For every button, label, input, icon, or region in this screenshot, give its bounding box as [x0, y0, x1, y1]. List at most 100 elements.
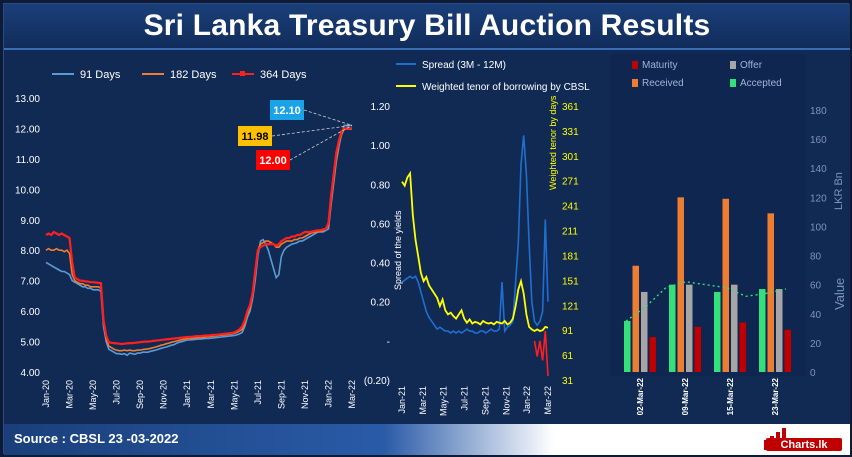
y-left-tick-label: (0.20)	[364, 376, 390, 387]
legend-label: Offer	[740, 60, 763, 71]
x-tick-label: May-21	[229, 380, 239, 410]
y-right-tick-label: 211	[562, 227, 578, 238]
x-tick-label: Jan-22	[522, 386, 532, 414]
x-tick-label: Mar-22	[347, 380, 357, 409]
y-tick-label: 20	[810, 339, 822, 350]
y-right-tick-label: 121	[562, 301, 579, 312]
series-line-spread	[401, 135, 549, 334]
chart-area: 91 Days 182 Days 364 Days 13.00 12.00 11.00 10…	[4, 50, 850, 424]
chart-frame: Sri Lanka Treasury Bill Auction Results …	[3, 3, 850, 455]
y-tick-label: 0	[810, 368, 816, 379]
x-tick-label: Nov-21	[501, 386, 511, 415]
y-left-tick-label: 1.00	[371, 141, 391, 152]
bar-accepted	[624, 321, 631, 372]
callout-label: 11.98	[242, 131, 269, 143]
page-title: Sri Lanka Treasury Bill Auction Results	[143, 9, 711, 42]
legend-label: 182 Days	[170, 69, 217, 81]
bar-maturity	[694, 326, 701, 372]
x-category-label: 23-Mar-22	[771, 377, 780, 415]
y-right-axis-label: Weighted tenor by days	[548, 95, 558, 190]
bar-received	[677, 197, 684, 372]
bar-maturity	[649, 337, 656, 372]
y-left-tick-label: 0.80	[371, 180, 391, 191]
x-tick-label: Mar-21	[206, 380, 216, 409]
y-tick-label: 8.00	[21, 246, 41, 257]
x-tick-label: Jan-20	[41, 380, 51, 408]
bar-maturity	[784, 329, 791, 372]
bar-offer	[731, 284, 738, 372]
y-tick-label: 80	[810, 252, 822, 263]
bar-accepted	[759, 289, 766, 372]
legend-label: Spread (3M - 12M)	[422, 60, 506, 71]
y-left-tick-label: 0.40	[371, 259, 391, 270]
y-right-tick-label: 301	[562, 152, 579, 163]
legend-label: Received	[642, 78, 684, 89]
x-tick-label: Nov-20	[159, 380, 169, 409]
title-bar: Sri Lanka Treasury Bill Auction Results	[4, 4, 850, 50]
x-tick-label: Jul-21	[253, 380, 263, 405]
x-tick-label: Sep-21	[480, 386, 490, 415]
y-tick-label: 140	[810, 164, 827, 175]
series-line-364-days	[45, 127, 352, 346]
series-line-negative-spread	[533, 331, 549, 377]
y-unit-label: LKR Bn	[833, 172, 845, 210]
y-right-tick-label: 271	[562, 177, 579, 188]
callout-leader	[303, 109, 353, 126]
callout-leader	[271, 125, 353, 137]
bar-accepted	[669, 284, 676, 372]
y-axis-label: Value	[832, 278, 847, 310]
y-right-tick-label: 31	[562, 376, 574, 387]
footer: Source : CBSL 23 -03-2022 Charts.lk	[4, 424, 850, 455]
y-right-tick-label: 181	[562, 251, 579, 262]
legend-label: 364 Days	[260, 69, 307, 81]
y-tick-label: 4.00	[21, 368, 41, 379]
legend-label: 91 Days	[80, 69, 121, 81]
x-tick-label: Jan-22	[323, 380, 333, 408]
series-line-182-days	[45, 128, 352, 352]
x-tick-label: Sep-21	[276, 380, 286, 409]
series-line-91-days	[45, 124, 352, 357]
y-tick-label: 7.00	[21, 277, 41, 288]
source-text: Source : CBSL 23 -03-2022	[14, 431, 179, 446]
y-right-tick-label: 61	[562, 351, 574, 362]
bar-accepted	[714, 291, 721, 372]
y-tick-label: 180	[810, 106, 827, 117]
y-tick-label: 13.00	[15, 94, 40, 105]
series-line-tenor	[401, 170, 549, 333]
x-tick-label: Jul-20	[112, 380, 122, 405]
bar-received	[632, 265, 639, 372]
y-right-tick-label: 91	[562, 326, 574, 337]
charts-lk-logo: Charts.lk	[764, 428, 842, 451]
x-tick-label: May-21	[439, 386, 449, 416]
bar-offer	[776, 289, 783, 372]
x-tick-label: May-20	[88, 380, 98, 410]
x-category-label: 09-Mar-22	[681, 377, 690, 415]
y-tick-label: 40	[810, 310, 822, 321]
legend-label: Accepted	[740, 78, 782, 89]
legend-swatch	[730, 61, 736, 69]
x-tick-label: Nov-21	[300, 380, 310, 409]
y-tick-label: 160	[810, 135, 827, 146]
y-left-tick-label: 1.20	[371, 102, 391, 113]
y-tick-label: 60	[810, 281, 822, 292]
callout-box	[270, 100, 304, 120]
y-right-tick-label: 241	[562, 202, 579, 213]
y-tick-label: 5.00	[21, 338, 41, 349]
legend-swatch	[632, 79, 638, 87]
charts-svg: 91 Days 182 Days 364 Days 13.00 12.00 11.00 10…	[15, 54, 847, 416]
y-left-tick-label: 0.20	[371, 298, 391, 309]
x-tick-label: Sep-20	[135, 380, 145, 409]
y-tick-label: 10.00	[15, 185, 40, 196]
y-left-tick-label: -	[387, 337, 390, 348]
y-tick-label: 11.00	[16, 155, 41, 166]
x-tick-label: Jan-21	[182, 380, 192, 408]
legend-label: Weighted tenor of borrowing by CBSL	[422, 82, 590, 93]
bar-maturity	[739, 322, 746, 372]
x-tick-label: Jul-21	[460, 386, 470, 411]
y-right-tick-label: 151	[562, 276, 579, 287]
svg-text:Charts.lk: Charts.lk	[780, 439, 828, 451]
y-tick-label: 120	[810, 193, 827, 204]
legend-swatch	[730, 79, 736, 87]
bar-offer	[686, 284, 693, 372]
y-tick-label: 12.00	[15, 124, 40, 135]
